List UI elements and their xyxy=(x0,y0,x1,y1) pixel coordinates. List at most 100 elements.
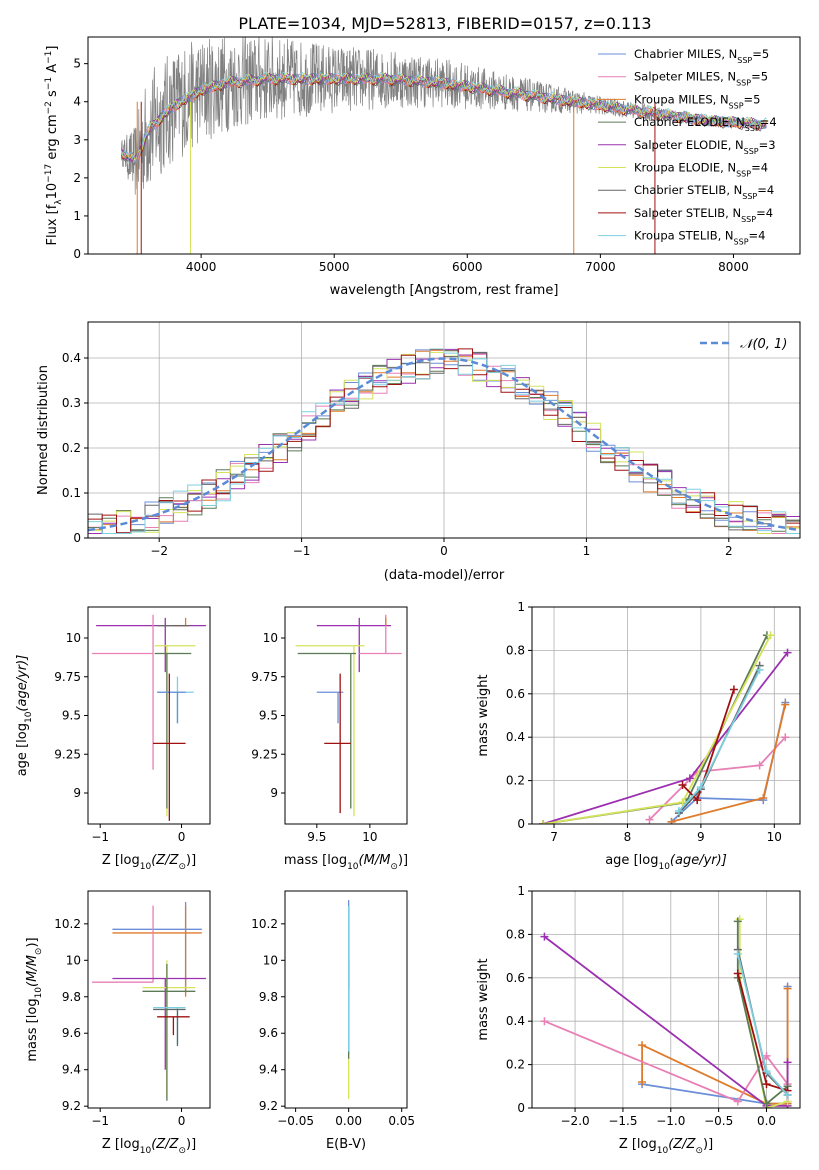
x-tick-label: 4000 xyxy=(186,260,217,274)
y-tick-label: 0.6 xyxy=(506,687,525,701)
label-part: 10 xyxy=(658,862,670,872)
label-part: −17 xyxy=(44,164,54,183)
x-tick-label: 7000 xyxy=(585,260,616,274)
y-tick-label: 9.2 xyxy=(62,1099,81,1113)
x-tick-label: −2 xyxy=(150,544,168,558)
plot-area xyxy=(295,614,402,817)
label-part: ⊙ xyxy=(34,948,44,956)
x-axis-label: Z [log10(Z/Z⊙)] xyxy=(102,1137,196,1156)
legend-suffix: =4 xyxy=(751,161,768,175)
legend-sub: SSP xyxy=(741,214,756,223)
label-part: ⊙ xyxy=(178,862,186,872)
y-tick-label: 0.8 xyxy=(506,643,525,657)
label-part: mass [log xyxy=(284,853,347,868)
weight-point-salpeter_miles xyxy=(540,1017,549,1026)
legend-name: Chabrier MILES, N xyxy=(634,47,737,61)
y-tick-label: 5 xyxy=(73,57,81,71)
label-part: )] xyxy=(398,853,408,868)
plot-area xyxy=(532,607,800,824)
x-axis-label: (data-model)/error xyxy=(384,568,505,583)
model-spectrum-salpeter_elodie xyxy=(121,72,767,162)
weight-point-salpeter_miles xyxy=(781,733,790,742)
weight-point-salpeter_stelib xyxy=(733,969,742,978)
legend-name: Kroupa ELODIE, N xyxy=(634,161,736,175)
legend-label: Kroupa STELIB, NSSP=4 xyxy=(634,229,765,247)
x-tick-label: 0.00 xyxy=(335,1114,362,1128)
weight-line-kroupa_elodie xyxy=(542,634,772,824)
x-tick-label: 1 xyxy=(583,544,591,558)
label-part: (data-model)/error xyxy=(384,568,505,583)
legend-sub: SSP xyxy=(729,101,744,110)
x-axis-label: mass [log10(M/M⊙)] xyxy=(284,853,408,872)
y-axis-label: age [log10(age/yr)] xyxy=(15,655,34,777)
legend-label: Chabrier ELODIE, NSSP=4 xyxy=(634,115,777,133)
weight-point-kroupa_elodie xyxy=(766,631,775,640)
legend-suffix: =4 xyxy=(757,183,774,197)
legend-label: Chabrier STELIB, NSSP=4 xyxy=(634,183,774,201)
y-axis-label: mass weight xyxy=(476,958,491,1040)
y-tick-label: 0 xyxy=(517,817,525,831)
y-tick-label: 9.4 xyxy=(259,1063,278,1077)
weight-point-kroupa_miles xyxy=(781,700,790,709)
x-tick-label: 0 xyxy=(440,544,448,558)
y-tick-label: 0.4 xyxy=(506,730,525,744)
y-axis-label: Normed distribution xyxy=(36,365,51,495)
legend-sub: SSP xyxy=(737,56,752,65)
y-tick-label: 0.8 xyxy=(506,927,525,941)
weight-point-salpeter_miles xyxy=(755,761,764,770)
x-tick-label: 9.5 xyxy=(307,830,326,844)
legend-name: Salpeter MILES, N xyxy=(634,70,736,84)
y-tick-label: 9.8 xyxy=(62,990,81,1004)
label-part: ] xyxy=(45,46,60,51)
weight-point-salpeter_stelib xyxy=(693,796,702,805)
y-tick-label: 9.6 xyxy=(259,1026,278,1040)
weight-line-chabrier_miles xyxy=(670,702,787,823)
weight-point-kroupa_stelib xyxy=(674,806,683,815)
axes-frame xyxy=(87,890,211,1109)
y-tick-label: 9.25 xyxy=(251,747,278,761)
weight-line-salpeter_stelib xyxy=(681,689,735,802)
y-tick-label: 0 xyxy=(73,531,81,545)
label-part: Normed distribution xyxy=(36,365,51,495)
axes-frame xyxy=(531,890,801,1109)
legend-suffix: =5 xyxy=(744,92,761,106)
y-tick-label: 10 xyxy=(66,631,81,645)
label-part: )] xyxy=(25,937,40,947)
x-axis-label: Z [log10(Z/Z⊙)] xyxy=(619,1137,713,1156)
legend-suffix: =5 xyxy=(751,70,768,84)
label-part: )] xyxy=(186,853,196,868)
legend-label: Salpeter MILES, NSSP=5 xyxy=(634,70,768,88)
weight-point-kroupa_elodie xyxy=(539,820,548,824)
label-part: ⊙ xyxy=(390,862,398,872)
normal-curve xyxy=(88,357,800,532)
axes-frame xyxy=(87,606,211,825)
label-part: A xyxy=(45,64,60,77)
label-part: mass [log xyxy=(25,998,40,1061)
weight-line-kroupa_elodie xyxy=(738,919,788,1108)
label-part: −1 xyxy=(44,51,54,64)
label-part: s xyxy=(45,90,60,101)
weight-point-salpeter_elodie xyxy=(783,648,792,657)
y-tick-label: 9.5 xyxy=(259,709,278,723)
plot-area xyxy=(120,37,767,254)
legend-label: Salpeter STELIB, NSSP=4 xyxy=(634,206,773,224)
weight-point-kroupa_miles xyxy=(638,1041,647,1050)
y-tick-label: 0.4 xyxy=(506,1014,525,1028)
y-tick-label: 9.4 xyxy=(62,1063,81,1077)
histogram-kroupa_stelib xyxy=(88,348,800,534)
weight-point-kroupa_miles xyxy=(667,817,676,824)
legend-suffix: =4 xyxy=(760,115,777,129)
x-tick-label: 8000 xyxy=(718,260,749,274)
y-tick-label: 9 xyxy=(73,786,81,800)
y-axis-label: mass weight xyxy=(476,674,491,756)
x-tick-label: 0 xyxy=(178,1114,186,1128)
weight-line-salpeter_miles xyxy=(544,1020,789,1103)
panel-spectrum: 4000 5000 6000 7000 8000 0 1 2 3 4 5 wavelength [An… xyxy=(44,36,801,298)
label-part: 10 xyxy=(140,862,152,872)
weight-point-salpeter_miles xyxy=(645,815,654,824)
legend-sub: SSP xyxy=(745,124,760,133)
label-part: −1 xyxy=(44,77,54,90)
x-tick-label: −1.0 xyxy=(656,1114,685,1128)
